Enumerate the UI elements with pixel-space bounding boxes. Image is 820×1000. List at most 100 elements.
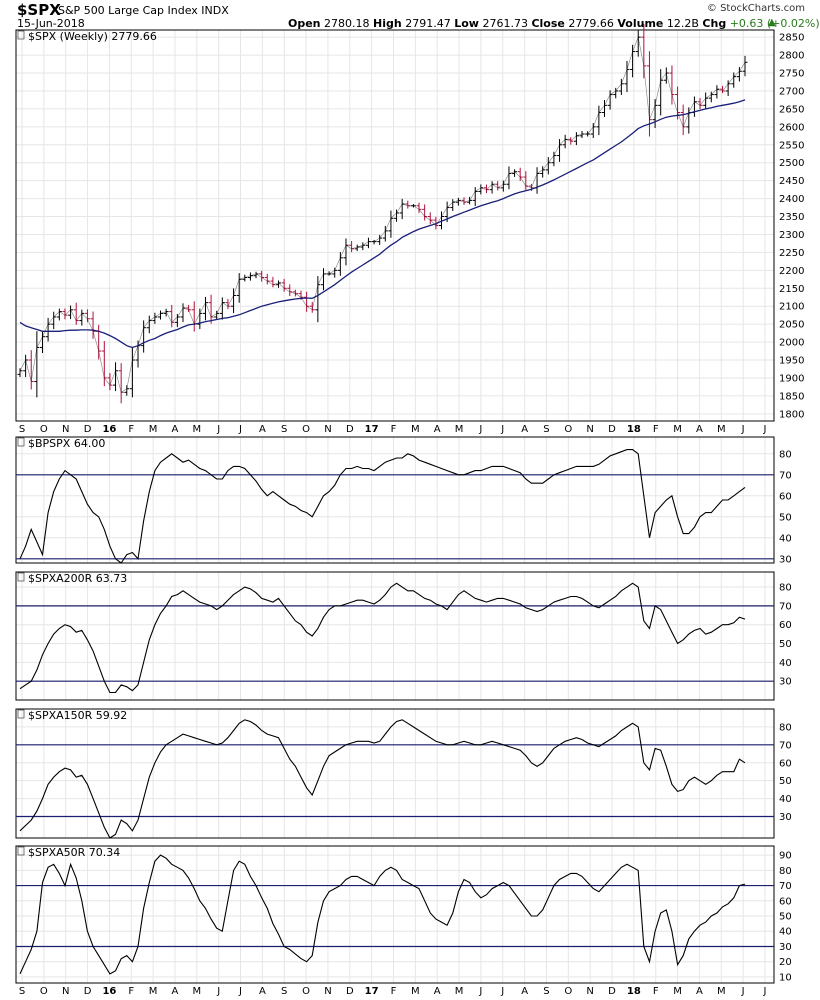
x-tick-label: O [40, 986, 48, 997]
y-tick-label: 70 [779, 470, 792, 481]
y-tick-label: 2650 [779, 104, 804, 115]
ohlc-bar [73, 302, 79, 325]
high-value: 2791.47 [405, 17, 451, 30]
ohlc-bar [736, 66, 742, 82]
ohlc-bar [652, 99, 658, 128]
ohlc-bar [675, 86, 681, 120]
y-tick-label: 40 [779, 794, 792, 805]
y-tick-label: 30 [779, 677, 792, 688]
ohlc-bar [691, 96, 697, 117]
y-tick-label: 30 [779, 942, 792, 953]
panel-label-group: $SPXA200R 63.73 [17, 572, 127, 585]
x-tick-label: J [500, 424, 504, 435]
x-tick-label: N [62, 986, 69, 997]
chart-header: $SPX S&P 500 Large Cap Index INDX 15-Jun… [0, 0, 820, 30]
ohlc-bar [573, 132, 579, 146]
up-arrow-icon: ▲ [768, 17, 776, 28]
x-tick-label: A [521, 986, 528, 997]
ohlc-bar [388, 210, 394, 238]
ohlc-bar [315, 276, 321, 323]
x-tick-label: S [281, 986, 287, 997]
y-tick-label: 2300 [779, 230, 804, 241]
ohlc-bar [39, 331, 45, 354]
y-tick-label: 40 [779, 533, 792, 544]
ohlc-bar [646, 51, 652, 137]
x-tick-label: A [172, 424, 179, 435]
x-tick-label: F [391, 424, 397, 435]
x-tick-label: O [564, 424, 572, 435]
ohlc-bar [641, 23, 647, 79]
y-tick-label: 2500 [779, 158, 804, 169]
panel-frame [15, 708, 775, 839]
ohlc-bar [630, 44, 636, 78]
x-tick-label: M [411, 424, 420, 435]
ohlc-bar [141, 320, 147, 353]
x-tick-label: J [216, 424, 220, 435]
y-tick-label: 60 [779, 620, 792, 631]
x-tick-label: N [586, 986, 593, 997]
ohlc-bar [304, 291, 310, 312]
x-tick-label: S [543, 424, 549, 435]
ohlc-bar [23, 354, 29, 378]
moving-average-line [19, 99, 746, 349]
y-tick-label: 50 [779, 512, 792, 523]
x-tick-label: J [500, 986, 504, 997]
y-tick-label: 90 [779, 851, 792, 862]
ohlc-bar [17, 368, 23, 377]
ohlc-bar [506, 166, 512, 190]
indicator-line [19, 719, 746, 839]
x-tick-label: M [193, 424, 202, 435]
x-tick-label: A [259, 986, 266, 997]
x-tick-label: M [455, 986, 464, 997]
x-tick-label: O [302, 424, 310, 435]
ohlc-bar [51, 311, 57, 330]
ohlc-bar [360, 242, 366, 251]
x-tick-label: M [717, 424, 726, 435]
y-tick-label: 2250 [779, 248, 804, 259]
ohlc-bar [562, 134, 568, 149]
y-tick-label: 2100 [779, 302, 804, 313]
y-tick-label: 2450 [779, 176, 804, 187]
symbol-name: S&P 500 Large Cap Index INDX [58, 4, 229, 17]
x-tick-label: A [434, 424, 441, 435]
ohlc-bar [174, 313, 180, 328]
ohlc-bar [478, 184, 484, 195]
ohlc-bar [725, 80, 731, 96]
ohlc-bar [405, 200, 411, 209]
x-tick-label: A [521, 424, 528, 435]
y-tick-label: 2400 [779, 194, 804, 205]
panel-menu-icon [17, 437, 25, 447]
indicator-line [19, 449, 746, 564]
x-tick-label: N [586, 424, 593, 435]
x-tick-label: D [608, 424, 616, 435]
chart-date: 15-Jun-2018 [17, 17, 85, 30]
x-tick-label: D [84, 986, 92, 997]
y-tick-label: 2200 [779, 266, 804, 277]
ohlc-bar [208, 294, 214, 324]
x-tick-label: D [84, 424, 92, 435]
ohlc-bar [500, 180, 506, 192]
x-tick-label: J [238, 986, 242, 997]
panel-frame [15, 571, 775, 701]
ohlc-bar [309, 301, 315, 313]
x-tick-label: S [281, 424, 287, 435]
panel-menu-icon [17, 709, 25, 719]
ohlc-bar [202, 296, 208, 321]
ohlc-bar [231, 288, 237, 314]
low-value: 2761.73 [482, 17, 528, 30]
ohlc-bar [34, 331, 40, 398]
y-tick-label: 2700 [779, 86, 804, 97]
ohlc-bar [714, 85, 720, 99]
y-tick-label: 1850 [779, 391, 804, 402]
y-tick-label: 2600 [779, 122, 804, 133]
x-tick-label: M [149, 424, 158, 435]
panel-label-group: $SPX (Weekly) 2779.66 [17, 30, 157, 43]
x-tick-label: A [259, 424, 266, 435]
ohlc-bar [635, 30, 641, 57]
ohlc-bar [551, 151, 557, 167]
y-tick-label: 1950 [779, 356, 804, 367]
ohlc-bar [28, 350, 34, 390]
x-tick-label: F [128, 424, 134, 435]
ohlc-bar [663, 67, 669, 84]
ohlc-bar [68, 305, 74, 320]
